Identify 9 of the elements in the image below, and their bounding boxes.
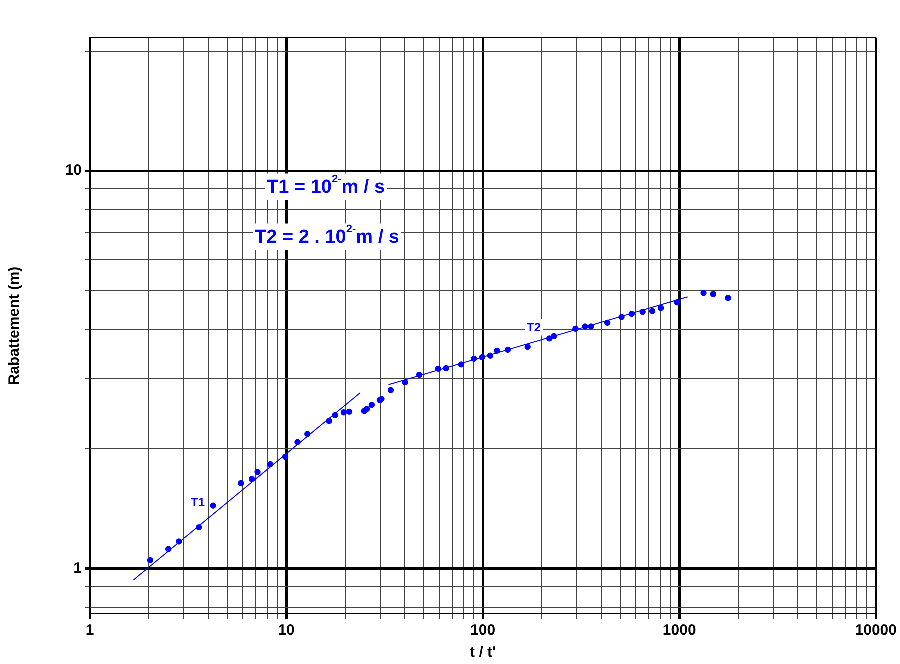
x-tick-label: 1 (86, 622, 94, 640)
x-tick-label: 10 (278, 622, 295, 640)
annotation: T2 (527, 320, 542, 334)
annotation: T1 (191, 495, 206, 510)
x-axis-title: t / t' (470, 644, 496, 662)
x-tick-label: 10000 (855, 622, 898, 640)
x-tick-label: 1000 (662, 622, 696, 640)
y-axis-title: Rabattement (m) (6, 266, 24, 386)
x-tick-label: 100 (470, 622, 496, 640)
